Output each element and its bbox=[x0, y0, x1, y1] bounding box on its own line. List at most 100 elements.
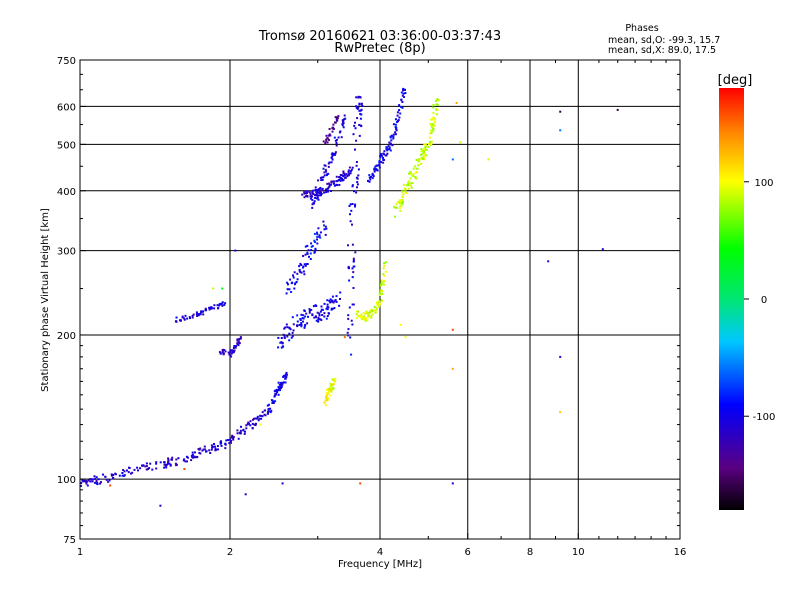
data-point bbox=[379, 289, 382, 292]
chart-title: Tromsø 20160621 03:36:00-03:37:43 bbox=[258, 29, 501, 44]
data-point bbox=[337, 115, 340, 118]
data-point bbox=[422, 149, 425, 152]
data-point bbox=[330, 156, 333, 159]
data-point bbox=[376, 169, 379, 172]
data-point bbox=[126, 469, 128, 472]
data-point bbox=[324, 233, 327, 236]
data-point bbox=[369, 178, 372, 181]
data-point bbox=[80, 482, 83, 484]
data-point bbox=[185, 455, 188, 458]
data-point bbox=[327, 138, 330, 141]
data-point bbox=[409, 171, 412, 174]
data-point bbox=[251, 427, 254, 430]
data-point bbox=[333, 153, 336, 156]
data-point bbox=[312, 189, 315, 192]
data-point bbox=[392, 133, 395, 136]
data-point bbox=[311, 191, 314, 194]
data-point bbox=[331, 158, 334, 161]
data-point bbox=[269, 407, 272, 410]
data-point bbox=[218, 351, 221, 354]
data-point bbox=[86, 480, 88, 483]
data-point bbox=[325, 388, 328, 391]
data-point bbox=[423, 158, 426, 161]
data-point bbox=[100, 481, 102, 484]
data-point bbox=[309, 195, 312, 198]
phase-stats-x: mean, sd,X: 89.0, 17.5 bbox=[608, 45, 716, 56]
data-point bbox=[314, 186, 317, 189]
data-point bbox=[374, 165, 377, 168]
data-point bbox=[314, 247, 317, 250]
data-point bbox=[370, 308, 373, 311]
data-point bbox=[349, 172, 352, 175]
data-point bbox=[380, 154, 383, 157]
data-point bbox=[380, 283, 382, 286]
data-point bbox=[291, 335, 294, 338]
data-point bbox=[387, 148, 390, 151]
data-point bbox=[437, 99, 440, 102]
data-point bbox=[354, 148, 356, 151]
data-point bbox=[328, 128, 331, 130]
data-point bbox=[239, 336, 242, 339]
data-point bbox=[455, 102, 458, 104]
data-point bbox=[375, 164, 378, 167]
data-point bbox=[93, 475, 96, 478]
data-point bbox=[370, 176, 372, 178]
data-point bbox=[302, 270, 305, 273]
data-point bbox=[407, 187, 410, 190]
data-point bbox=[404, 89, 406, 91]
data-point bbox=[413, 165, 416, 168]
data-point bbox=[340, 136, 343, 139]
data-point bbox=[323, 302, 326, 305]
data-point bbox=[326, 305, 329, 308]
data-point bbox=[361, 318, 363, 321]
data-point bbox=[423, 155, 425, 158]
data-point bbox=[420, 148, 423, 151]
data-point bbox=[99, 482, 102, 485]
data-point bbox=[410, 182, 413, 185]
data-point bbox=[380, 161, 383, 164]
data-point bbox=[389, 135, 392, 138]
data-point bbox=[382, 159, 385, 161]
data-point bbox=[432, 106, 435, 109]
data-point bbox=[95, 480, 98, 482]
data-point bbox=[306, 194, 309, 197]
data-point bbox=[311, 203, 314, 206]
data-point bbox=[317, 316, 320, 319]
data-point bbox=[94, 481, 97, 484]
data-point bbox=[329, 301, 332, 304]
data-point bbox=[359, 316, 362, 319]
data-point bbox=[314, 193, 317, 196]
data-point bbox=[186, 460, 188, 463]
data-point bbox=[371, 172, 374, 175]
data-point bbox=[383, 274, 386, 277]
data-point bbox=[419, 157, 422, 160]
data-point bbox=[410, 186, 413, 189]
data-point bbox=[429, 132, 432, 135]
data-point bbox=[341, 119, 344, 122]
data-point bbox=[307, 249, 310, 252]
data-point bbox=[327, 182, 330, 185]
data-point bbox=[240, 337, 242, 340]
data-point bbox=[402, 92, 405, 95]
data-point bbox=[317, 189, 320, 192]
data-point bbox=[243, 432, 246, 435]
y-tick-label: 750 bbox=[57, 56, 76, 67]
data-point bbox=[315, 319, 318, 322]
data-point bbox=[325, 307, 328, 310]
data-point bbox=[338, 304, 341, 307]
data-point bbox=[263, 413, 266, 416]
y-tick-label: 300 bbox=[57, 247, 76, 258]
data-point bbox=[416, 167, 419, 170]
data-point bbox=[360, 113, 363, 116]
data-point bbox=[386, 149, 389, 152]
data-point bbox=[331, 127, 334, 130]
data-point bbox=[305, 263, 308, 266]
data-point bbox=[155, 461, 158, 464]
data-point bbox=[328, 390, 331, 393]
data-point bbox=[324, 142, 327, 144]
data-point bbox=[401, 196, 404, 199]
data-point bbox=[432, 104, 435, 106]
data-point bbox=[247, 421, 250, 424]
x-tick-label: 2 bbox=[227, 547, 233, 558]
